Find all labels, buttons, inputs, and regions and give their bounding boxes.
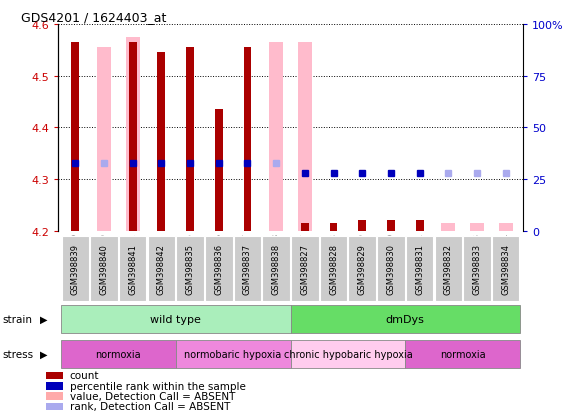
FancyBboxPatch shape	[263, 236, 290, 301]
Text: normoxia: normoxia	[95, 349, 141, 359]
FancyBboxPatch shape	[90, 236, 118, 301]
FancyBboxPatch shape	[119, 236, 146, 301]
Text: strain: strain	[3, 314, 33, 324]
Bar	[97, 48, 111, 231]
FancyBboxPatch shape	[349, 236, 376, 301]
Text: GDS4201 / 1624403_at: GDS4201 / 1624403_at	[21, 11, 166, 24]
FancyBboxPatch shape	[320, 236, 347, 301]
Text: GSM398841: GSM398841	[128, 243, 137, 294]
Text: stress: stress	[3, 349, 34, 359]
Text: GSM398830: GSM398830	[386, 243, 396, 294]
Bar	[46, 382, 63, 390]
Bar	[46, 372, 63, 380]
Text: GSM398827: GSM398827	[300, 243, 309, 294]
Text: wild type: wild type	[150, 314, 201, 324]
FancyBboxPatch shape	[377, 236, 405, 301]
Bar	[46, 392, 63, 400]
Bar	[358, 221, 366, 231]
Text: GSM398834: GSM398834	[501, 243, 510, 294]
FancyBboxPatch shape	[492, 236, 519, 301]
FancyBboxPatch shape	[290, 340, 406, 368]
Bar	[415, 221, 424, 231]
Text: normoxia: normoxia	[440, 349, 486, 359]
Text: GSM398832: GSM398832	[444, 243, 453, 294]
Bar	[129, 43, 137, 231]
Text: GSM398829: GSM398829	[358, 243, 367, 294]
FancyBboxPatch shape	[61, 340, 175, 368]
FancyBboxPatch shape	[435, 236, 462, 301]
Bar	[243, 48, 252, 231]
Bar	[215, 110, 223, 231]
Text: GSM398831: GSM398831	[415, 243, 424, 294]
Bar	[269, 43, 284, 231]
Text: ▶: ▶	[40, 314, 47, 324]
Text: ▶: ▶	[40, 349, 47, 359]
FancyBboxPatch shape	[62, 236, 89, 301]
Text: GSM398835: GSM398835	[185, 243, 195, 294]
Bar	[441, 223, 456, 231]
Bar	[297, 43, 312, 231]
Bar	[470, 223, 484, 231]
Bar	[186, 48, 194, 231]
FancyBboxPatch shape	[406, 236, 433, 301]
Text: normobaric hypoxia: normobaric hypoxia	[185, 349, 282, 359]
FancyBboxPatch shape	[291, 236, 318, 301]
Text: chronic hypobaric hypoxia: chronic hypobaric hypoxia	[284, 349, 413, 359]
Bar	[157, 53, 166, 231]
Bar	[387, 221, 395, 231]
Text: GSM398840: GSM398840	[99, 243, 109, 294]
Text: GSM398837: GSM398837	[243, 243, 252, 294]
Bar	[125, 38, 140, 231]
Bar	[71, 43, 79, 231]
Text: dmDys: dmDys	[386, 314, 425, 324]
FancyBboxPatch shape	[406, 340, 520, 368]
Bar	[46, 403, 63, 411]
Text: GSM398828: GSM398828	[329, 243, 338, 294]
FancyBboxPatch shape	[61, 305, 290, 333]
Text: GSM398842: GSM398842	[157, 243, 166, 294]
Text: value, Detection Call = ABSENT: value, Detection Call = ABSENT	[70, 391, 235, 401]
Bar	[301, 223, 309, 231]
FancyBboxPatch shape	[290, 305, 520, 333]
Text: GSM398838: GSM398838	[272, 243, 281, 294]
Bar	[498, 223, 513, 231]
FancyBboxPatch shape	[148, 236, 175, 301]
FancyBboxPatch shape	[234, 236, 261, 301]
Text: GSM398833: GSM398833	[472, 243, 482, 294]
Text: GSM398836: GSM398836	[214, 243, 223, 294]
FancyBboxPatch shape	[176, 236, 204, 301]
Bar	[329, 223, 338, 231]
FancyBboxPatch shape	[205, 236, 232, 301]
FancyBboxPatch shape	[175, 340, 290, 368]
Text: count: count	[70, 370, 99, 380]
Text: GSM398839: GSM398839	[71, 243, 80, 294]
Text: percentile rank within the sample: percentile rank within the sample	[70, 381, 246, 391]
FancyBboxPatch shape	[463, 236, 491, 301]
Text: rank, Detection Call = ABSENT: rank, Detection Call = ABSENT	[70, 401, 230, 411]
